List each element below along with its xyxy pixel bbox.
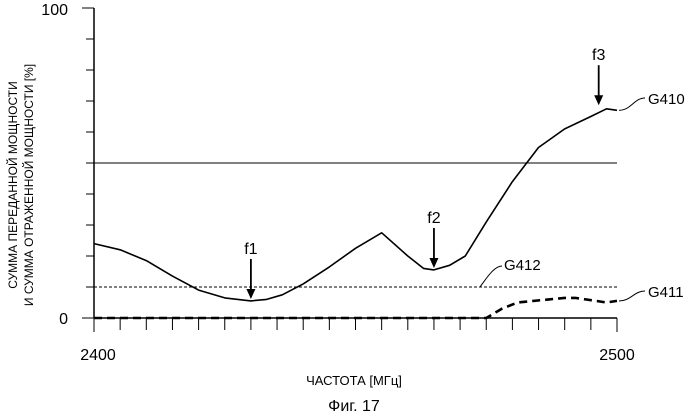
marker-arrowhead-f3	[594, 95, 603, 105]
marker-label-f2: f2	[427, 210, 440, 227]
figure-caption: Фиг. 17	[328, 398, 380, 415]
series-label-g411: G411	[648, 284, 684, 301]
marker-arrowhead-f1	[246, 289, 255, 299]
series-label-g412: G412	[504, 257, 541, 274]
axes-layer	[82, 8, 617, 332]
marker-arrowhead-f2	[429, 258, 438, 268]
marker-label-f3: f3	[592, 47, 605, 64]
x-tick-label-left: 2400	[80, 347, 116, 364]
y-tick-label-bottom: 0	[59, 311, 68, 328]
label-leader-g412	[480, 266, 502, 287]
y-axis-title-line2: И СУММА ОТРАЖЕННОЙ МОЩНОСТИ [%]	[21, 64, 36, 306]
y-tick-label-top: 100	[41, 2, 68, 19]
y-axis-title-line1: СУММА ПЕРЕДАННОЙ МОЩНОСТИ	[5, 81, 20, 288]
series-label-g410: G410	[648, 91, 685, 108]
x-tick-label-right: 2500	[599, 347, 635, 364]
series-layer	[94, 109, 617, 318]
marker-label-f1: f1	[244, 241, 257, 258]
series-g411-line	[94, 298, 617, 318]
annotation-layer: G410 G411 G412 f1 f2 f3	[244, 47, 684, 301]
x-axis-title: ЧАСТОТА [МГц]	[306, 373, 402, 388]
label-leader-g411	[619, 291, 645, 301]
label-leader-g410	[619, 98, 645, 110]
